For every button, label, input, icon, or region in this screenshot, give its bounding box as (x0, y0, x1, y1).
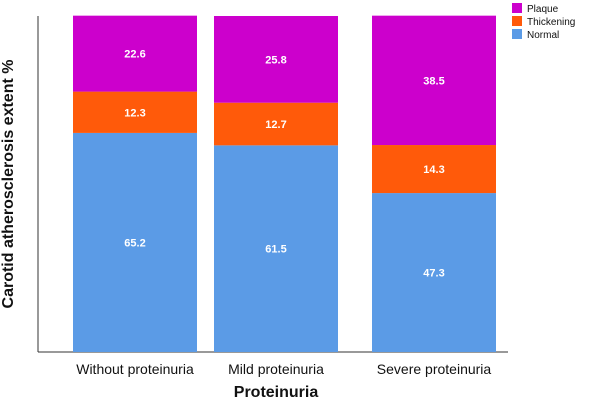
legend-label-thickening: Thickening (527, 17, 575, 28)
legend: Plaque Thickening Normal (512, 3, 575, 41)
bar-segment-normal-2 (214, 145, 338, 352)
data-label-normal-3: 47.3 (423, 268, 444, 280)
bar-segment-plaque-3 (372, 15, 496, 146)
legend-swatch-normal (512, 29, 522, 39)
bar-segment-normal-3 (372, 193, 496, 352)
data-label-plaque-2: 25.8 (265, 54, 286, 66)
bars-group (73, 15, 496, 352)
data-label-thickening-3: 14.3 (423, 164, 444, 176)
data-label-plaque-3: 38.5 (423, 75, 444, 87)
legend-swatch-plaque (512, 3, 522, 13)
data-label-plaque-1: 22.6 (124, 49, 145, 61)
x-axis-title: Proteinuria (234, 384, 319, 401)
bar-segment-thickening-3 (372, 145, 496, 194)
x-tick-label-3: Severe proteinuria (377, 361, 492, 377)
data-labels-group: 65.2 12.3 22.6 61.5 12.7 25.8 47.3 14.3 38.5 (124, 49, 444, 280)
bar-segment-plaque-1 (73, 15, 197, 92)
x-tick-labels-group: Without proteinuria Mild proteinuria Sever… (76, 361, 491, 377)
x-tick-label-2: Mild proteinuria (228, 361, 324, 377)
data-label-thickening-2: 12.7 (265, 119, 286, 131)
legend-swatch-thickening (512, 16, 522, 26)
x-tick-label-1: Without proteinuria (76, 361, 194, 377)
y-axis-title: Carotid atherosclerosis extent % (0, 60, 17, 309)
bar-segment-plaque-2 (214, 16, 338, 103)
data-label-thickening-1: 12.3 (124, 107, 145, 119)
data-label-normal-2: 61.5 (265, 244, 286, 256)
legend-label-normal: Normal (527, 30, 559, 41)
bar-segment-thickening-2 (214, 102, 338, 146)
bar-segment-thickening-1 (73, 91, 197, 133)
bar-segment-normal-1 (73, 132, 197, 352)
legend-label-plaque: Plaque (527, 4, 559, 15)
data-label-normal-1: 65.2 (124, 237, 145, 249)
